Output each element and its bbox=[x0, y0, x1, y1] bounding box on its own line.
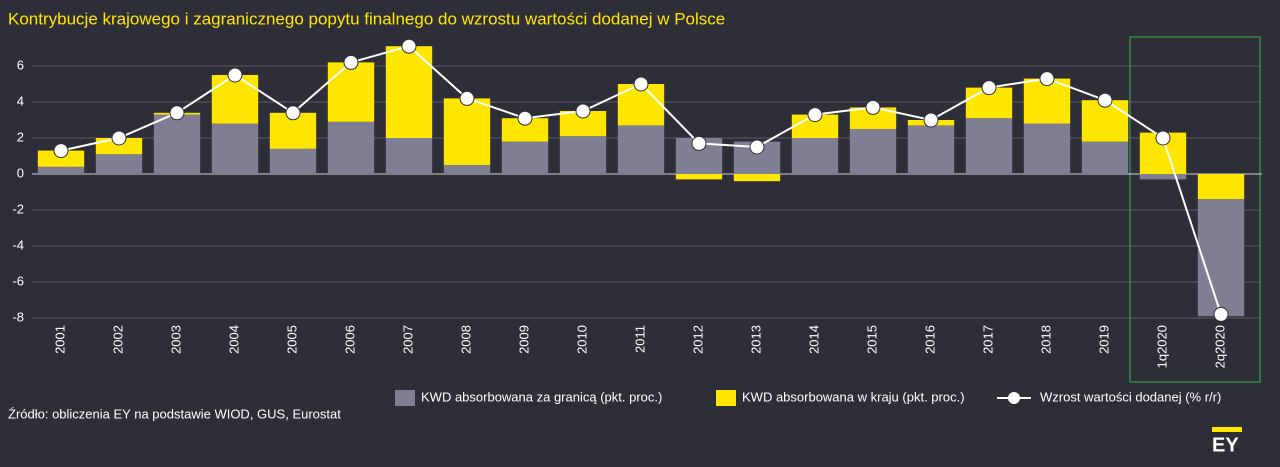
bar-segment bbox=[675, 174, 723, 180]
bar-segment bbox=[327, 121, 375, 174]
x-tick-label: 2003 bbox=[168, 325, 183, 354]
bar-segment bbox=[501, 118, 549, 142]
bar-segment bbox=[733, 174, 781, 182]
bar-segment bbox=[443, 98, 491, 165]
legend-swatch bbox=[395, 390, 415, 406]
bar-segment bbox=[95, 138, 143, 155]
line-marker bbox=[807, 107, 823, 123]
line-marker bbox=[1097, 92, 1113, 108]
x-tick-label: 2006 bbox=[342, 325, 357, 354]
bar-segment bbox=[965, 118, 1013, 174]
y-tick-label: 4 bbox=[17, 93, 24, 108]
bar-segment bbox=[211, 75, 259, 124]
line-marker bbox=[285, 105, 301, 121]
bar-segment bbox=[153, 114, 201, 174]
line-marker bbox=[575, 103, 591, 119]
legend-swatch bbox=[716, 390, 736, 406]
y-tick-label: 6 bbox=[17, 57, 24, 72]
line-marker bbox=[53, 143, 69, 159]
bar-segment bbox=[1081, 141, 1129, 174]
y-tick-label: -4 bbox=[12, 237, 24, 252]
line-marker bbox=[169, 105, 185, 121]
y-tick-label: 0 bbox=[17, 165, 24, 180]
bar-segment bbox=[501, 141, 549, 174]
x-tick-label: 2005 bbox=[284, 325, 299, 354]
line-marker bbox=[749, 139, 765, 155]
bar-segment bbox=[37, 166, 85, 174]
line-marker bbox=[343, 54, 359, 70]
bar-segment bbox=[327, 62, 375, 122]
x-tick-label: 2q2020 bbox=[1212, 325, 1227, 368]
x-tick-label: 2015 bbox=[864, 325, 879, 354]
x-tick-label: 2013 bbox=[748, 325, 763, 354]
line-marker bbox=[691, 135, 707, 151]
bar-segment bbox=[791, 138, 839, 174]
x-tick-label: 2014 bbox=[806, 325, 821, 354]
y-tick-label: -2 bbox=[12, 201, 24, 216]
legend-label: Wzrost wartości dodanej (% r/r) bbox=[1040, 389, 1221, 404]
bar-segment bbox=[269, 148, 317, 174]
line-marker bbox=[1213, 306, 1229, 322]
bar-segment bbox=[617, 125, 665, 174]
line-marker bbox=[459, 90, 475, 106]
bar-segment bbox=[1197, 199, 1245, 317]
x-tick-label: 2018 bbox=[1038, 325, 1053, 354]
bar-segment bbox=[443, 165, 491, 174]
bar-segment bbox=[211, 123, 259, 174]
bar-segment bbox=[385, 138, 433, 174]
x-tick-label: 2008 bbox=[458, 325, 473, 354]
legend-label: KWD absorbowana za granicą (pkt. proc.) bbox=[421, 389, 662, 404]
line-marker bbox=[111, 130, 127, 146]
line-marker bbox=[227, 67, 243, 83]
x-tick-label: 2009 bbox=[516, 325, 531, 354]
y-tick-label: 2 bbox=[17, 129, 24, 144]
x-tick-label: 2002 bbox=[110, 325, 125, 354]
bar-segment bbox=[849, 129, 897, 174]
line-marker bbox=[1039, 71, 1055, 87]
line-marker bbox=[517, 110, 533, 126]
legend-swatch bbox=[1008, 392, 1020, 404]
y-tick-label: -6 bbox=[12, 273, 24, 288]
x-tick-label: 2011 bbox=[632, 325, 647, 353]
x-tick-label: 2007 bbox=[400, 325, 415, 354]
x-tick-label: 2016 bbox=[922, 325, 937, 354]
bar-segment bbox=[1197, 174, 1245, 200]
bar-segment bbox=[559, 136, 607, 174]
x-tick-label: 1q2020 bbox=[1154, 325, 1169, 368]
x-tick-label: 2010 bbox=[574, 325, 589, 354]
bar-segment bbox=[1139, 174, 1187, 180]
logo: EY bbox=[1212, 434, 1239, 456]
line-marker bbox=[633, 76, 649, 92]
bar-segment bbox=[1023, 123, 1071, 174]
line-marker bbox=[1155, 130, 1171, 146]
x-tick-label: 2017 bbox=[980, 325, 995, 354]
line-marker bbox=[401, 38, 417, 54]
x-tick-label: 2012 bbox=[690, 325, 705, 354]
line-marker bbox=[923, 112, 939, 128]
bar-segment bbox=[37, 150, 85, 167]
bar-segment bbox=[95, 154, 143, 174]
x-tick-label: 2004 bbox=[226, 325, 241, 354]
line-marker bbox=[981, 80, 997, 96]
bar-segment bbox=[385, 46, 433, 139]
x-tick-label: 2019 bbox=[1096, 325, 1111, 354]
line-marker bbox=[865, 99, 881, 115]
chart-title: Kontrybucje krajowego i zagranicznego po… bbox=[8, 9, 725, 28]
logo-bar bbox=[1212, 427, 1242, 432]
x-tick-label: 2001 bbox=[52, 325, 67, 354]
bar-segment bbox=[907, 125, 955, 174]
bar-segment bbox=[849, 107, 897, 129]
legend-label: KWD absorbowana w kraju (pkt. proc.) bbox=[742, 389, 965, 404]
source-note: Źródło: obliczenia EY na podstawie WIOD,… bbox=[8, 406, 341, 421]
y-tick-label: -8 bbox=[12, 309, 24, 324]
